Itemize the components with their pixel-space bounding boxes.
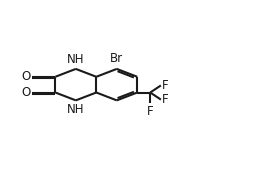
Text: F: F	[147, 105, 154, 118]
Text: NH: NH	[67, 53, 85, 66]
Text: F: F	[162, 79, 169, 92]
Text: O: O	[21, 86, 30, 99]
Text: F: F	[162, 93, 169, 106]
Text: NH: NH	[67, 103, 85, 116]
Text: Br: Br	[110, 52, 123, 65]
Text: O: O	[21, 70, 30, 83]
